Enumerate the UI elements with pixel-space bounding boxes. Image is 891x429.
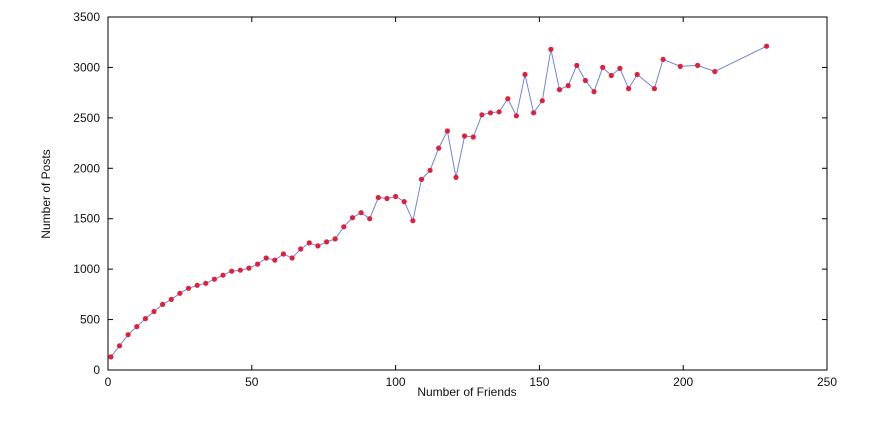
data-point: [324, 239, 330, 245]
data-point: [470, 134, 476, 140]
data-point: [108, 354, 114, 360]
data-point: [298, 246, 304, 252]
y-tick-label: 2000: [73, 161, 100, 175]
data-point: [505, 96, 511, 102]
x-axis-title: Number of Friends: [417, 385, 516, 399]
data-point: [272, 257, 278, 263]
data-point: [410, 218, 416, 224]
data-point: [134, 324, 140, 330]
data-point: [496, 109, 502, 115]
data-point: [246, 265, 252, 271]
axis-tick-labels: 0 50 100 150 200 2500500100015002000250030003…: [73, 10, 837, 389]
data-point: [229, 268, 235, 274]
data-point: [220, 272, 226, 278]
data-point: [116, 343, 123, 349]
data-point: [401, 199, 407, 205]
data-point: [384, 195, 390, 202]
x-tick-label: 150: [529, 375, 549, 389]
x-tick-label: 100: [386, 375, 406, 389]
x-tick-label: 0: [105, 375, 112, 389]
data-point: [203, 280, 209, 286]
data-point: [660, 56, 666, 63]
data-point: [436, 145, 442, 151]
data-point: [677, 63, 683, 69]
data-point: [177, 290, 183, 296]
data-point: [591, 89, 597, 95]
data-point: [263, 255, 269, 261]
y-axis-title: Number of Posts: [39, 149, 53, 238]
data-point: [142, 316, 148, 322]
data-point: [626, 86, 632, 92]
y-tick-label: 1000: [73, 262, 100, 276]
data-point: [764, 43, 770, 49]
data-point: [255, 261, 261, 267]
x-tick-label: 200: [673, 375, 693, 389]
data-point: [522, 71, 528, 78]
data-point: [332, 236, 338, 242]
data-point: [582, 77, 589, 84]
data-point: [375, 194, 381, 201]
y-tick-label: 0: [93, 363, 100, 377]
x-tick-label: 50: [245, 375, 259, 389]
data-point: [479, 112, 485, 118]
data-point: [160, 301, 166, 307]
data-point: [634, 71, 640, 78]
data-point: [444, 128, 450, 134]
data-point: [600, 64, 606, 70]
x-tick-label: 250: [817, 375, 837, 389]
y-tick-label: 500: [80, 313, 100, 327]
data-point: [427, 167, 433, 173]
data-point: [168, 296, 174, 302]
data-point: [462, 133, 468, 139]
data-point: [531, 110, 537, 116]
axis-ticks: [107, 16, 828, 371]
data-point: [237, 267, 243, 273]
data-point: [125, 332, 131, 338]
data-point: [712, 68, 718, 75]
data-point: [548, 46, 554, 52]
data-point: [617, 65, 623, 71]
data-point: [358, 210, 364, 216]
data-point: [185, 285, 192, 291]
data-point: [608, 72, 614, 79]
data-point: [565, 83, 571, 89]
data-point: [151, 308, 157, 315]
data-point: [280, 251, 286, 257]
series-markers: [108, 43, 770, 360]
y-tick-label: 1500: [73, 212, 100, 226]
data-point: [367, 216, 373, 222]
data-point: [453, 174, 459, 180]
y-tick-label: 3500: [73, 10, 100, 24]
data-point: [211, 276, 217, 282]
data-point: [556, 87, 563, 93]
data-point: [289, 255, 295, 261]
data-point: [695, 62, 701, 68]
y-tick-label: 2500: [73, 111, 100, 125]
data-point: [341, 224, 347, 230]
data-point: [418, 176, 425, 182]
data-point: [349, 215, 356, 221]
data-point: [487, 110, 494, 116]
y-tick-label: 3000: [73, 60, 100, 74]
data-point: [194, 282, 200, 288]
data-point: [513, 113, 520, 119]
data-point: [574, 62, 580, 68]
data-point: [539, 98, 545, 104]
data-point: [315, 243, 321, 249]
data-point: [393, 193, 399, 200]
data-point: [651, 86, 658, 92]
data-point: [306, 240, 312, 246]
plot-area: [107, 16, 828, 371]
